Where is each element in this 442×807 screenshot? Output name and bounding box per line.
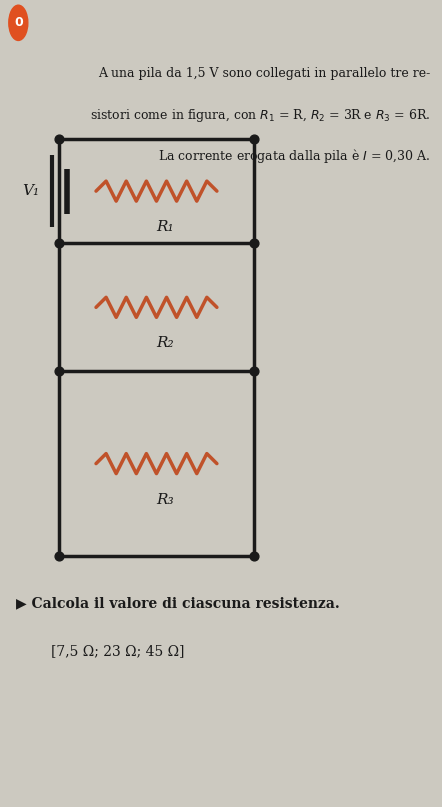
- Point: [56, 236, 63, 249]
- Text: R₁: R₁: [156, 220, 174, 234]
- Text: 0: 0: [14, 16, 23, 29]
- Point: [250, 550, 257, 562]
- Point: [250, 132, 257, 145]
- Text: A una pila da 1,5 V sono collegati in parallelo tre re-: A una pila da 1,5 V sono collegati in pa…: [98, 67, 431, 80]
- Point: [56, 365, 63, 378]
- Text: [7,5 Ω; 23 Ω; 45 Ω]: [7,5 Ω; 23 Ω; 45 Ω]: [51, 644, 184, 658]
- Point: [250, 236, 257, 249]
- Point: [56, 132, 63, 145]
- Point: [56, 550, 63, 562]
- Text: sistori come in figura, con $R_1$ = R, $R_2$ = 3R e $R_3$ = 6R.: sistori come in figura, con $R_1$ = R, $…: [90, 107, 431, 124]
- Text: R₃: R₃: [156, 492, 174, 507]
- Text: V₁: V₁: [23, 184, 40, 198]
- Text: ▶ Calcola il valore di ciascuna resistenza.: ▶ Calcola il valore di ciascuna resisten…: [16, 596, 340, 610]
- Circle shape: [9, 5, 28, 40]
- Text: R₂: R₂: [156, 337, 174, 350]
- Text: La corrente erogata dalla pila è $I$ = 0,30 A.: La corrente erogata dalla pila è $I$ = 0…: [158, 147, 431, 165]
- Point: [250, 365, 257, 378]
